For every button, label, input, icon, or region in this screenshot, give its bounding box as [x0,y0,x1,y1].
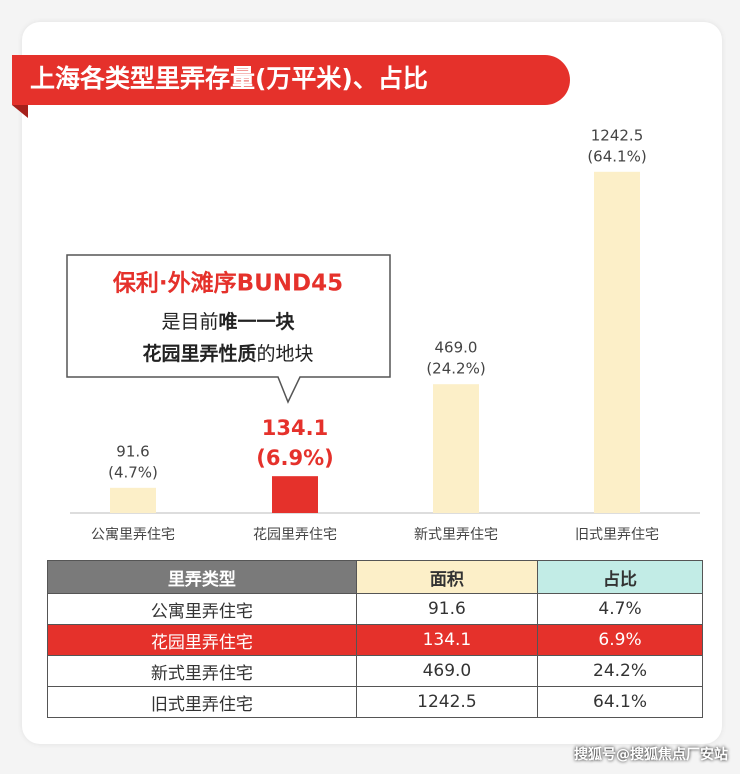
x-tick-label: 新式里弄住宅 [414,527,498,543]
value-label: 469.0 [435,339,478,357]
callout-line: 花园里弄性质的地块 [142,342,313,365]
table-cell: 24.2% [537,655,703,687]
table-cell: 旧式里弄住宅 [47,686,357,718]
callout-box [66,254,391,404]
table-cell: 134.1 [355,624,539,656]
table-header: 里弄类型 面积 占比 [47,560,703,594]
table-cell: 4.7% [537,593,703,625]
value-label: 134.1 [262,416,328,440]
header-cell: 面积 [355,560,539,594]
callout-heading: 保利·外滩序BUND45 [112,270,343,297]
bar [110,487,156,513]
table-cell: 6.9% [537,624,703,656]
table-cell: 64.1% [537,686,703,718]
title-banner [12,55,570,105]
table-cell: 1242.5 [355,686,539,718]
callout-text: 的地块 [257,343,314,365]
table-cell: 花园里弄住宅 [47,624,357,656]
x-tick-label: 旧式里弄住宅 [575,527,659,543]
bar [272,476,318,513]
watermark: 搜狐号@搜狐焦点厂安站 [574,747,728,763]
x-tick-label: 花园里弄住宅 [253,527,337,543]
table-row: 新式里弄住宅 469.0 24.2% [47,655,703,687]
value-label: 1242.5 [591,126,644,144]
callout-text: 花园里弄性质 [142,342,256,365]
share-label: (24.2%) [426,360,485,378]
value-label: 91.6 [116,442,149,460]
chart-title: 上海各类型里弄存量(万平米)、占比 [30,64,428,93]
share-label: (6.9%) [256,446,333,470]
bar [594,171,640,513]
share-label: (4.7%) [108,463,158,481]
table-cell: 91.6 [355,593,539,625]
data-table: 里弄类型 面积 占比 公寓里弄住宅 91.6 4.7% 花园里弄住宅 134.1 6.9%… [47,560,703,718]
callout-text: 是目前 [161,311,218,333]
table-cell: 469.0 [355,655,539,687]
table-row: 旧式里弄住宅 1242.5 64.1% [47,686,703,718]
table-row: 公寓里弄住宅 91.6 4.7% [47,593,703,625]
callout-line: 是目前唯一一块 [161,310,295,333]
table-row: 花园里弄住宅 134.1 6.9% [47,624,703,656]
header-cell: 占比 [537,560,703,594]
bar [433,384,479,513]
table-cell: 公寓里弄住宅 [47,593,357,625]
banner-fold [12,105,28,118]
share-label: (64.1%) [587,147,646,165]
header-cell: 里弄类型 [47,560,357,594]
table-cell: 新式里弄住宅 [47,655,357,687]
x-tick-label: 公寓里弄住宅 [91,526,175,543]
callout-text: 唯一一块 [219,310,296,333]
